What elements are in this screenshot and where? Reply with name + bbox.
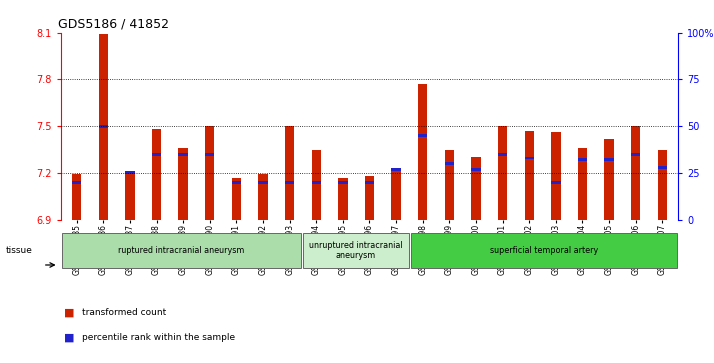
Bar [391, 168, 401, 171]
Bar [72, 175, 81, 220]
Text: transformed count: transformed count [82, 308, 166, 317]
Bar [205, 126, 214, 220]
Bar [471, 157, 481, 220]
Bar [658, 166, 667, 169]
Bar [551, 181, 560, 184]
Bar [99, 34, 108, 220]
FancyBboxPatch shape [303, 232, 408, 269]
Bar [365, 176, 374, 220]
Bar [578, 158, 587, 161]
Bar [311, 150, 321, 220]
Bar [391, 171, 401, 220]
Bar [631, 153, 640, 156]
Bar [498, 153, 507, 156]
Bar [525, 131, 534, 220]
Text: ■: ■ [64, 333, 75, 343]
Bar [551, 132, 560, 220]
Text: ruptured intracranial aneurysm: ruptured intracranial aneurysm [119, 246, 245, 255]
Bar [578, 148, 587, 220]
FancyBboxPatch shape [62, 232, 301, 269]
Bar [232, 181, 241, 184]
Bar [285, 181, 294, 184]
Bar [285, 126, 294, 220]
Bar [418, 84, 428, 220]
Text: percentile rank within the sample: percentile rank within the sample [82, 333, 235, 342]
Bar [125, 171, 134, 174]
Bar [178, 148, 188, 220]
Bar [152, 153, 161, 156]
Bar [605, 158, 614, 161]
Bar [72, 181, 81, 184]
Bar [125, 173, 134, 220]
Bar [605, 139, 614, 220]
Bar [471, 168, 481, 171]
Bar [258, 175, 268, 220]
FancyBboxPatch shape [411, 232, 677, 269]
Bar [525, 156, 534, 159]
Bar [365, 181, 374, 184]
Bar [232, 178, 241, 220]
Bar [498, 126, 507, 220]
Text: GDS5186 / 41852: GDS5186 / 41852 [58, 17, 169, 30]
Bar [445, 150, 454, 220]
Bar [418, 134, 428, 137]
Bar [445, 162, 454, 165]
Text: superficial temporal artery: superficial temporal artery [490, 246, 598, 255]
Bar [205, 153, 214, 156]
Bar [631, 126, 640, 220]
Bar [152, 129, 161, 220]
Bar [311, 181, 321, 184]
Bar [338, 181, 348, 184]
Text: ■: ■ [64, 307, 75, 317]
Bar [99, 125, 108, 127]
Text: tissue: tissue [6, 246, 33, 255]
Bar [258, 181, 268, 184]
Text: unruptured intracranial
aneurysm: unruptured intracranial aneurysm [309, 241, 403, 260]
Bar [338, 178, 348, 220]
Bar [658, 150, 667, 220]
Bar [178, 153, 188, 156]
